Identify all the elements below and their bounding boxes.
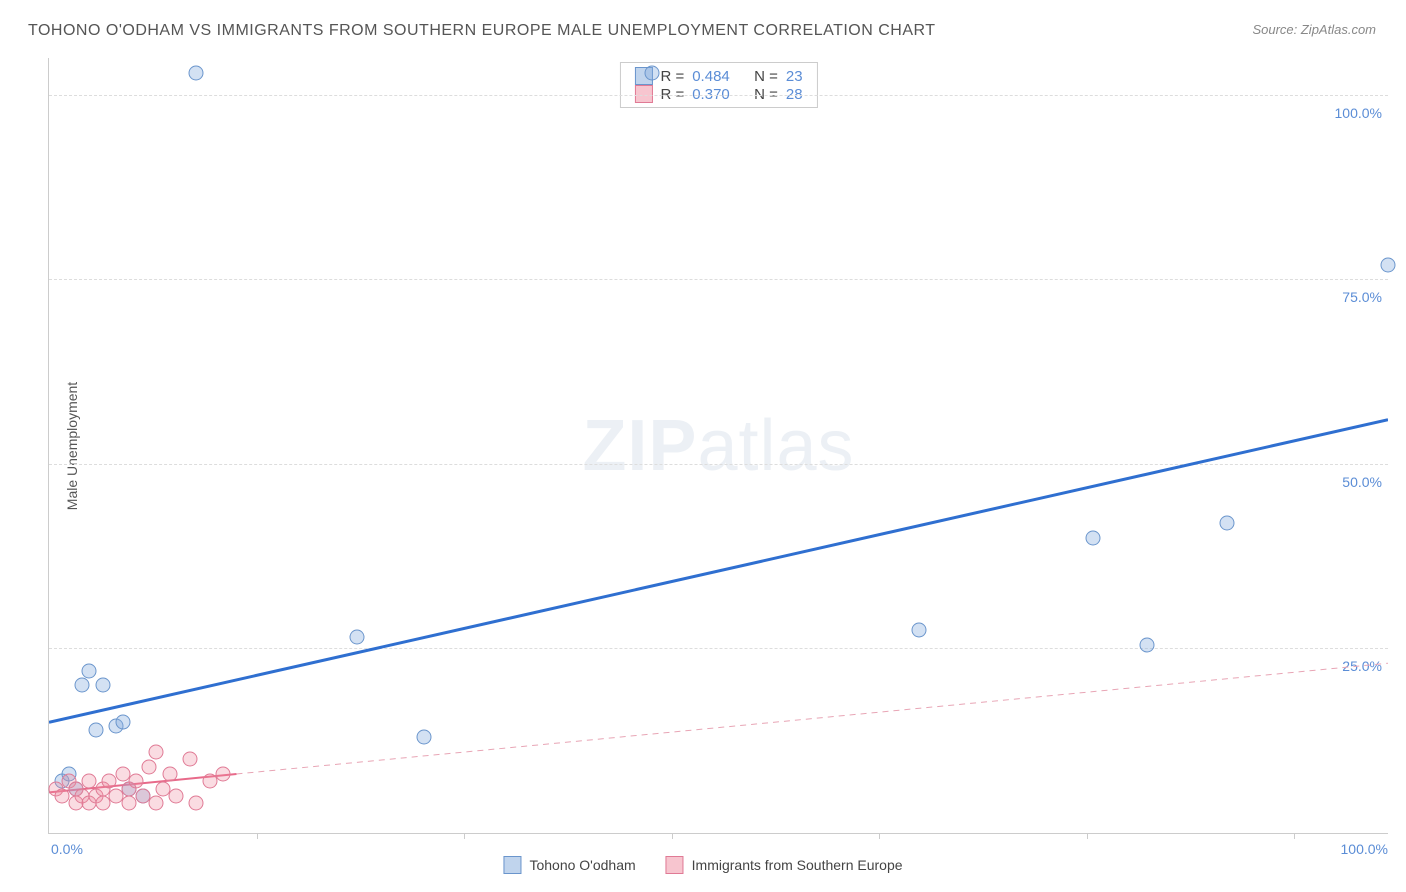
scatter-point	[162, 766, 177, 781]
x-tick	[257, 833, 258, 839]
scatter-point	[1086, 530, 1101, 545]
scatter-point	[88, 722, 103, 737]
scatter-point	[216, 766, 231, 781]
legend-label-blue: Tohono O'odham	[529, 857, 635, 873]
r-value-blue: 0.484	[692, 68, 730, 85]
scatter-point	[149, 744, 164, 759]
legend-row-blue: R = 0.484 N = 23	[634, 67, 802, 85]
scatter-point	[1381, 257, 1396, 272]
scatter-point	[182, 752, 197, 767]
scatter-point	[115, 715, 130, 730]
scatter-point	[1139, 637, 1154, 652]
series-legend: Tohono O'odham Immigrants from Southern …	[503, 856, 902, 874]
gridline	[49, 95, 1388, 96]
x-tick	[464, 833, 465, 839]
scatter-point	[149, 796, 164, 811]
x-tick	[1087, 833, 1088, 839]
scatter-point	[349, 630, 364, 645]
y-tick-label: 25.0%	[1342, 658, 1382, 674]
chart-title: TOHONO O'ODHAM VS IMMIGRANTS FROM SOUTHE…	[28, 22, 936, 40]
scatter-point	[82, 663, 97, 678]
gridline	[49, 464, 1388, 465]
y-tick-label: 75.0%	[1342, 289, 1382, 305]
x-max-label: 100.0%	[1341, 841, 1388, 857]
scatter-point	[142, 759, 157, 774]
scatter-point	[644, 65, 659, 80]
scatter-point	[189, 796, 204, 811]
watermark: ZIPatlas	[582, 405, 854, 487]
x-tick	[1294, 833, 1295, 839]
scatter-point	[912, 623, 927, 638]
gridline	[49, 279, 1388, 280]
gridline	[49, 648, 1388, 649]
x-min-label: 0.0%	[51, 841, 83, 857]
x-tick	[672, 833, 673, 839]
watermark-zip: ZIP	[582, 406, 697, 486]
scatter-point	[169, 789, 184, 804]
scatter-point	[75, 678, 90, 693]
y-tick-label: 50.0%	[1342, 474, 1382, 490]
plot-area: ZIPatlas R = 0.484 N = 23 R = 0.370 N = …	[48, 58, 1388, 834]
watermark-atlas: atlas	[697, 406, 854, 486]
legend-swatch-pink	[666, 856, 684, 874]
n-label: N =	[754, 68, 778, 85]
y-tick-label: 100.0%	[1335, 105, 1382, 121]
x-tick	[879, 833, 880, 839]
scatter-point	[189, 65, 204, 80]
scatter-point	[95, 678, 110, 693]
legend-item-blue: Tohono O'odham	[503, 856, 635, 874]
trend-lines	[49, 58, 1388, 833]
source-attribution: Source: ZipAtlas.com	[1252, 22, 1376, 37]
scatter-point	[1220, 516, 1235, 531]
legend-label-pink: Immigrants from Southern Europe	[692, 857, 903, 873]
scatter-point	[129, 774, 144, 789]
legend-swatch-blue	[503, 856, 521, 874]
legend-item-pink: Immigrants from Southern Europe	[666, 856, 903, 874]
r-label: R =	[660, 68, 684, 85]
chart-container: TOHONO O'ODHAM VS IMMIGRANTS FROM SOUTHE…	[0, 0, 1406, 892]
n-value-blue: 23	[786, 68, 803, 85]
scatter-point	[416, 730, 431, 745]
